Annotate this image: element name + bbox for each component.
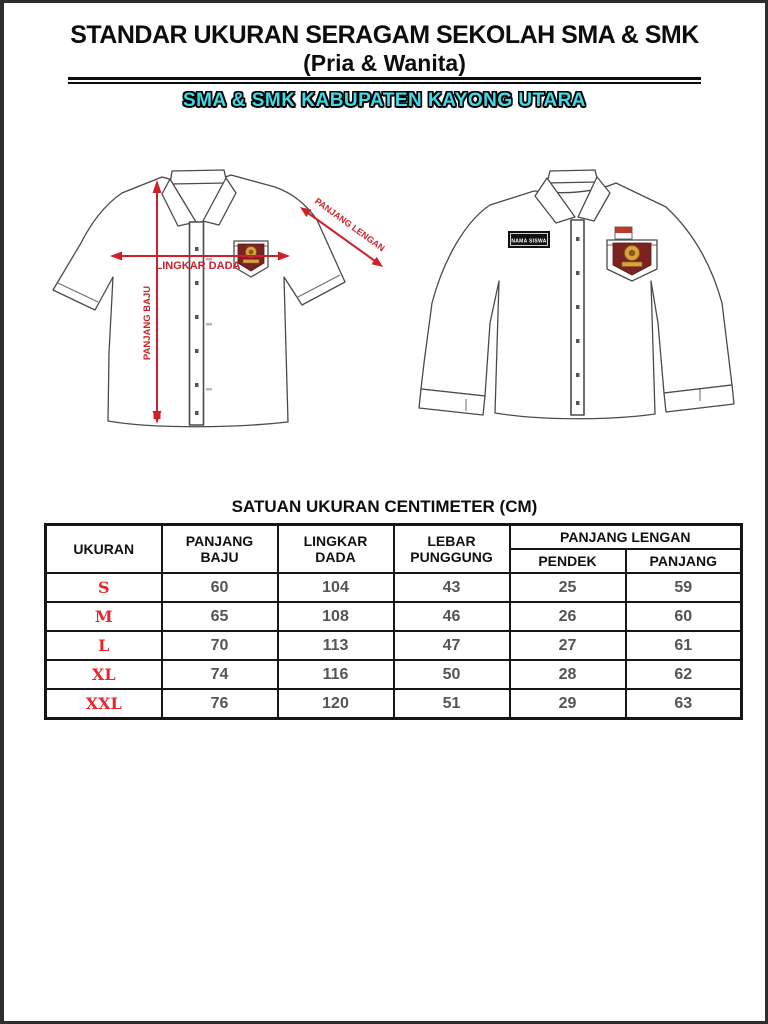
table-cell: 60 bbox=[160, 572, 279, 603]
table-cell: 51 bbox=[392, 688, 511, 720]
table-cell: 104 bbox=[276, 572, 395, 603]
table-row: L 70 113 47 27 61 bbox=[44, 630, 743, 661]
header-row-2: PENDEK PANJANG bbox=[46, 548, 743, 574]
col-header-pendek: PENDEK bbox=[508, 548, 627, 574]
title-divider bbox=[68, 77, 701, 84]
table-cell: 27 bbox=[508, 630, 627, 661]
size-cell: XL bbox=[44, 659, 163, 690]
panjang-baju-label: PANJANG BAJU bbox=[142, 286, 153, 360]
table-cell: 60 bbox=[624, 601, 743, 632]
button-placket bbox=[188, 221, 212, 426]
table-cell: 74 bbox=[160, 659, 279, 690]
col-header-panjang: PANJANG bbox=[624, 548, 743, 574]
table-cell: 46 bbox=[392, 601, 511, 632]
header-row-1: UKURAN PANJANG BAJU LINGKAR DADA LEBAR P… bbox=[44, 523, 743, 574]
table-cell: 47 bbox=[392, 630, 511, 661]
page-title: STANDAR UKURAN SERAGAM SEKOLAH SMA & SMK bbox=[70, 21, 699, 49]
shirt-collar bbox=[534, 169, 611, 224]
flag-patch-icon bbox=[614, 226, 633, 240]
table-row: XXL 76 120 51 29 63 bbox=[44, 688, 743, 720]
school-badge-icon bbox=[237, 243, 265, 272]
table-cell: 29 bbox=[508, 688, 627, 720]
col-header-panjang-baju: PANJANG BAJU bbox=[160, 523, 279, 574]
table-title: SATUAN UKURAN CENTIMETER (CM) bbox=[231, 497, 538, 516]
table-row: M 65 108 46 26 60 bbox=[44, 601, 743, 632]
table-cell: 50 bbox=[392, 659, 511, 690]
table-cell: 65 bbox=[160, 601, 279, 632]
table-cell: 61 bbox=[624, 630, 743, 661]
table-cell: 43 bbox=[392, 572, 511, 603]
col-header-lebar-punggung: LEBAR PUNGGUNG bbox=[392, 523, 511, 574]
table-cell: 120 bbox=[276, 688, 395, 720]
size-cell: S bbox=[44, 572, 163, 603]
name-tag-label: NAMA SISWA bbox=[511, 239, 546, 245]
size-cell: L bbox=[44, 630, 163, 661]
button-placket bbox=[570, 219, 585, 416]
table-cell: 63 bbox=[624, 688, 743, 720]
size-cell: M bbox=[44, 601, 163, 632]
page-subtitle: (Pria & Wanita) bbox=[303, 50, 466, 76]
table-cell: 113 bbox=[276, 630, 395, 661]
col-header-lingkar-dada: LINGKAR DADA bbox=[276, 523, 395, 574]
table-cell: 70 bbox=[160, 630, 279, 661]
table-cell: 76 bbox=[160, 688, 279, 720]
size-cell: XXL bbox=[44, 688, 163, 720]
name-tag: NAMA SISWA bbox=[508, 231, 550, 248]
col-header-ukuran: UKURAN bbox=[44, 523, 163, 574]
col-header-panjang-lengan: PANJANG LENGAN bbox=[508, 523, 743, 550]
lingkar-dada-arrow bbox=[110, 251, 290, 261]
school-badge-icon bbox=[612, 242, 652, 276]
short-sleeve-shirt-diagram: PANJANG BAJU LINGKAR DADA PANJANG LENGAN bbox=[52, 169, 387, 428]
table-cell: 26 bbox=[508, 601, 627, 632]
table-cell: 25 bbox=[508, 572, 627, 603]
panjang-baju-arrow bbox=[152, 180, 162, 424]
table-cell: 116 bbox=[276, 659, 395, 690]
lingkar-dada-label: LINGKAR DADA bbox=[156, 260, 241, 272]
table-cell: 108 bbox=[276, 601, 395, 632]
panjang-lengan-arrow bbox=[300, 207, 383, 267]
table-row: S 60 104 43 25 59 bbox=[44, 572, 743, 603]
shirt-collar bbox=[161, 169, 237, 227]
size-table: UKURAN PANJANG BAJU LINGKAR DADA LEBAR P… bbox=[44, 523, 744, 720]
table-cell: 28 bbox=[508, 659, 627, 690]
table-row: XL 74 116 50 28 62 bbox=[44, 659, 743, 690]
table-cell: 59 bbox=[624, 572, 743, 603]
region-banner: SMA & SMK KABUPATEN KAYONG UTARA bbox=[182, 90, 587, 111]
table-cell: 62 bbox=[624, 659, 743, 690]
long-sleeve-shirt-diagram: NAMA SISWA bbox=[418, 169, 735, 420]
